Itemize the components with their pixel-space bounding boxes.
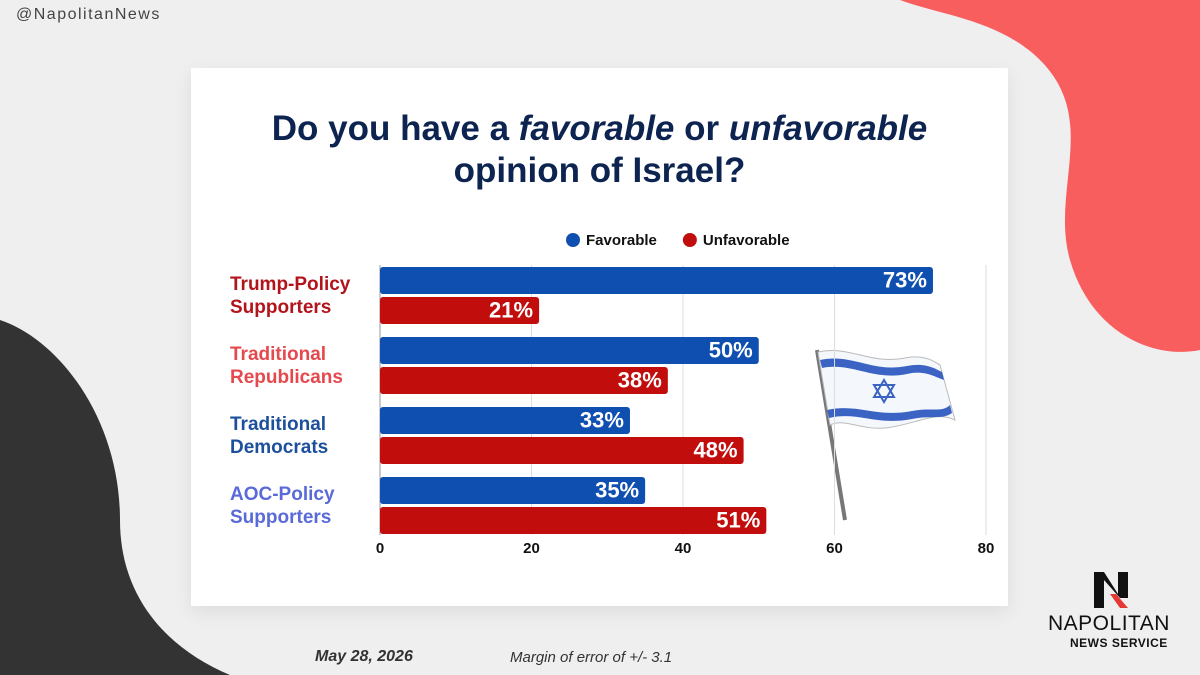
bar bbox=[380, 437, 744, 464]
x-tick-label: 60 bbox=[826, 540, 843, 557]
chart-title: Do you have a favorable or unfavorable op… bbox=[191, 108, 1008, 192]
value-label: 73% bbox=[883, 267, 927, 292]
title-line: Do you have a favorable or unfavorable bbox=[191, 108, 1008, 150]
legend-swatch bbox=[682, 233, 697, 247]
bar bbox=[380, 297, 540, 324]
category-label: AOC-Policy Supporters bbox=[230, 483, 335, 528]
flag bbox=[815, 349, 956, 521]
handle: @NapolitanNews bbox=[16, 6, 161, 23]
legend-swatch bbox=[566, 233, 580, 247]
red-shape bbox=[900, 0, 1200, 352]
title-part: unfavorable bbox=[728, 109, 928, 148]
bar bbox=[380, 477, 646, 504]
x-tick-label: 0 bbox=[376, 540, 384, 557]
title-part: favorable bbox=[518, 109, 675, 148]
x-tick-label: 80 bbox=[978, 540, 995, 557]
title-part: opinion of Israel? bbox=[453, 151, 746, 190]
value-label: 38% bbox=[618, 367, 662, 392]
legend-label: Favorable bbox=[586, 232, 657, 249]
title-line: opinion of Israel? bbox=[191, 150, 1008, 192]
bar bbox=[380, 507, 767, 534]
category-label: Traditional Democrats bbox=[230, 413, 329, 458]
logo-subtitle: NEWS SERVICE bbox=[1070, 636, 1168, 650]
title-part: Do you have a bbox=[271, 109, 519, 148]
title-part: or bbox=[674, 109, 729, 148]
logo-icon bbox=[1094, 572, 1128, 608]
dark-shape bbox=[0, 320, 230, 675]
value-label: 35% bbox=[595, 477, 639, 502]
legend-label: Unfavorable bbox=[703, 232, 790, 249]
bar bbox=[380, 407, 630, 434]
bar bbox=[380, 337, 759, 364]
date: May 28, 2026 bbox=[315, 648, 413, 665]
value-label: 21% bbox=[489, 297, 533, 322]
value-label: 48% bbox=[694, 437, 738, 462]
x-tick-label: 20 bbox=[523, 540, 540, 557]
category-label: Trump-Policy Supporters bbox=[230, 273, 351, 318]
note: Margin of error of +/- 3.1 bbox=[510, 649, 673, 666]
category-label: Traditional Republicans bbox=[230, 343, 343, 388]
x-tick-label: 40 bbox=[675, 540, 692, 557]
logo-name: NAPOLITAN bbox=[1048, 612, 1170, 635]
bar bbox=[380, 367, 668, 394]
value-label: 50% bbox=[709, 337, 753, 362]
value-label: 51% bbox=[716, 507, 760, 532]
value-label: 33% bbox=[580, 407, 624, 432]
bar bbox=[380, 267, 933, 294]
